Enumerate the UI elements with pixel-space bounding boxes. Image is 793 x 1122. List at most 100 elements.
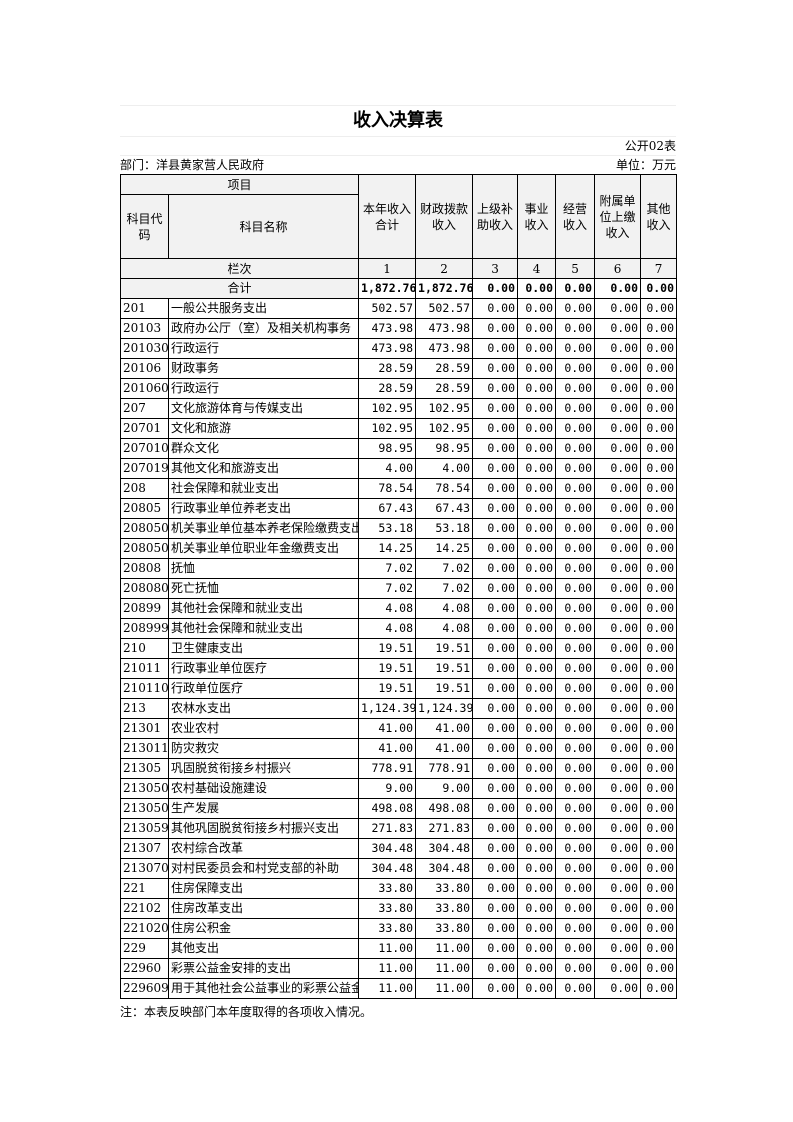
zero-value: 0.00	[472, 978, 519, 999]
zero-value: 0.00	[517, 578, 557, 599]
fiscal-appropriation: 11.00	[415, 938, 474, 959]
zero-value: 0.00	[640, 358, 678, 379]
subject-code: 22102	[120, 898, 169, 919]
zero-value: 0.00	[640, 698, 678, 719]
fiscal-appropriation: 19.51	[415, 658, 474, 679]
zero-value: 0.00	[517, 438, 557, 459]
zero-value: 0.00	[640, 638, 678, 659]
zero-value: 0.00	[594, 658, 642, 679]
fiscal-appropriation: 4.08	[415, 618, 474, 639]
fiscal-appropriation: 78.54	[415, 478, 474, 499]
zero-value: 0.00	[517, 398, 557, 419]
zero-value: 0.00	[594, 838, 642, 859]
total-income: 41.00	[358, 738, 417, 759]
subject-code: 20106	[120, 358, 169, 379]
zero-value: 0.00	[472, 658, 519, 679]
zero-value: 0.00	[555, 378, 596, 399]
zero-value: 0.00	[517, 458, 557, 479]
table-row: 2101101行政单位医疗19.5119.510.000.000.000.000…	[120, 678, 678, 699]
fiscal-appropriation: 33.80	[415, 898, 474, 919]
table-row: 20899 其他社会保障和就业支出 4.08 4.08 0.00 0.00 0.00 0.00…	[120, 598, 678, 619]
fiscal-appropriation: 41.00	[415, 718, 474, 739]
table-row: 2130599其他巩固脱贫衔接乡村振兴支出271.83271.830.000.0…	[120, 818, 678, 839]
subject-name: 其他文化和旅游支出	[167, 458, 360, 479]
zero-value: 0.00	[472, 798, 519, 819]
zero-value: 0.00	[640, 918, 678, 939]
subject-name: 群众文化	[167, 438, 360, 459]
zero-value: 0.00	[594, 638, 642, 659]
total-income: 9.00	[358, 778, 417, 799]
zero-value: 0.00	[517, 838, 557, 859]
total-value: 1,872.76	[415, 278, 474, 299]
zero-value: 0.00	[472, 698, 519, 719]
zero-value: 0.00	[594, 538, 642, 559]
zero-value: 0.00	[517, 758, 557, 779]
zero-value: 0.00	[517, 638, 557, 659]
zero-value: 0.00	[517, 378, 557, 399]
fiscal-appropriation: 98.95	[415, 438, 474, 459]
fiscal-appropriation: 53.18	[415, 518, 474, 539]
total-income: 67.43	[358, 498, 417, 519]
subject-code: 210	[120, 638, 169, 659]
zero-value: 0.00	[640, 838, 678, 859]
subject-name: 财政事务	[167, 358, 360, 379]
zero-value: 0.00	[472, 438, 519, 459]
form-number: 公开02表	[624, 139, 676, 153]
subject-name: 农林水支出	[167, 698, 360, 719]
total-income: 19.51	[358, 678, 417, 699]
zero-value: 0.00	[472, 298, 519, 319]
subject-name: 行政运行	[167, 338, 360, 359]
footnote: 注：本表反映部门本年度取得的各项收入情况。	[120, 1005, 373, 1019]
fiscal-appropriation: 28.59	[415, 378, 474, 399]
zero-value: 0.00	[517, 918, 557, 939]
zero-value: 0.00	[517, 798, 557, 819]
subject-code: 2080801	[120, 578, 169, 599]
zero-value: 0.00	[472, 318, 519, 339]
subject-name: 住房改革支出	[167, 898, 360, 919]
zero-value: 0.00	[517, 358, 557, 379]
subject-name: 政府办公厅（室）及相关机构事务	[167, 318, 360, 339]
table-row: 2070109群众文化98.9598.950.000.000.000.000.0…	[120, 438, 678, 459]
zero-value: 0.00	[555, 498, 596, 519]
total-income: 11.00	[358, 938, 417, 959]
zero-value: 0.00	[517, 338, 557, 359]
zero-value: 0.00	[594, 598, 642, 619]
zero-value: 0.00	[517, 498, 557, 519]
fiscal-appropriation: 7.02	[415, 558, 474, 579]
zero-value: 0.00	[555, 418, 596, 439]
table-row: 21307 农村综合改革 304.48 304.48 0.00 0.00 0.00 0.00 0…	[120, 838, 678, 859]
zero-value: 0.00	[640, 978, 678, 999]
subject-name: 农村基础设施建设	[167, 778, 360, 799]
zero-value: 0.00	[640, 518, 678, 539]
zero-value: 0.00	[472, 898, 519, 919]
seq-number: 4	[517, 258, 557, 279]
table-row: 2080801死亡抚恤7.027.020.000.000.000.000.00	[120, 578, 678, 599]
fiscal-appropriation: 67.43	[415, 498, 474, 519]
subject-code: 2080506	[120, 538, 169, 559]
zero-value: 0.00	[472, 498, 519, 519]
zero-value: 0.00	[555, 398, 596, 419]
zero-value: 0.00	[594, 778, 642, 799]
total-income: 498.08	[358, 798, 417, 819]
fiscal-appropriation: 9.00	[415, 778, 474, 799]
total-value: 0.00	[640, 278, 678, 299]
zero-value: 0.00	[555, 598, 596, 619]
zero-value: 0.00	[594, 758, 642, 779]
zero-value: 0.00	[555, 838, 596, 859]
zero-value: 0.00	[555, 878, 596, 899]
zero-value: 0.00	[594, 298, 642, 319]
table-row: 2130504农村基础设施建设9.009.000.000.000.000.000…	[120, 778, 678, 799]
zero-value: 0.00	[472, 618, 519, 639]
subject-code: 201	[120, 298, 169, 319]
fiscal-appropriation: 304.48	[415, 838, 474, 859]
total-income: 473.98	[358, 318, 417, 339]
total-income: 304.48	[358, 858, 417, 879]
subject-name: 抚恤	[167, 558, 360, 579]
zero-value: 0.00	[640, 758, 678, 779]
subject-code: 20805	[120, 498, 169, 519]
zero-value: 0.00	[594, 438, 642, 459]
zero-value: 0.00	[517, 418, 557, 439]
subject-code: 20103	[120, 318, 169, 339]
zero-value: 0.00	[517, 318, 557, 339]
total-income: 102.95	[358, 418, 417, 439]
